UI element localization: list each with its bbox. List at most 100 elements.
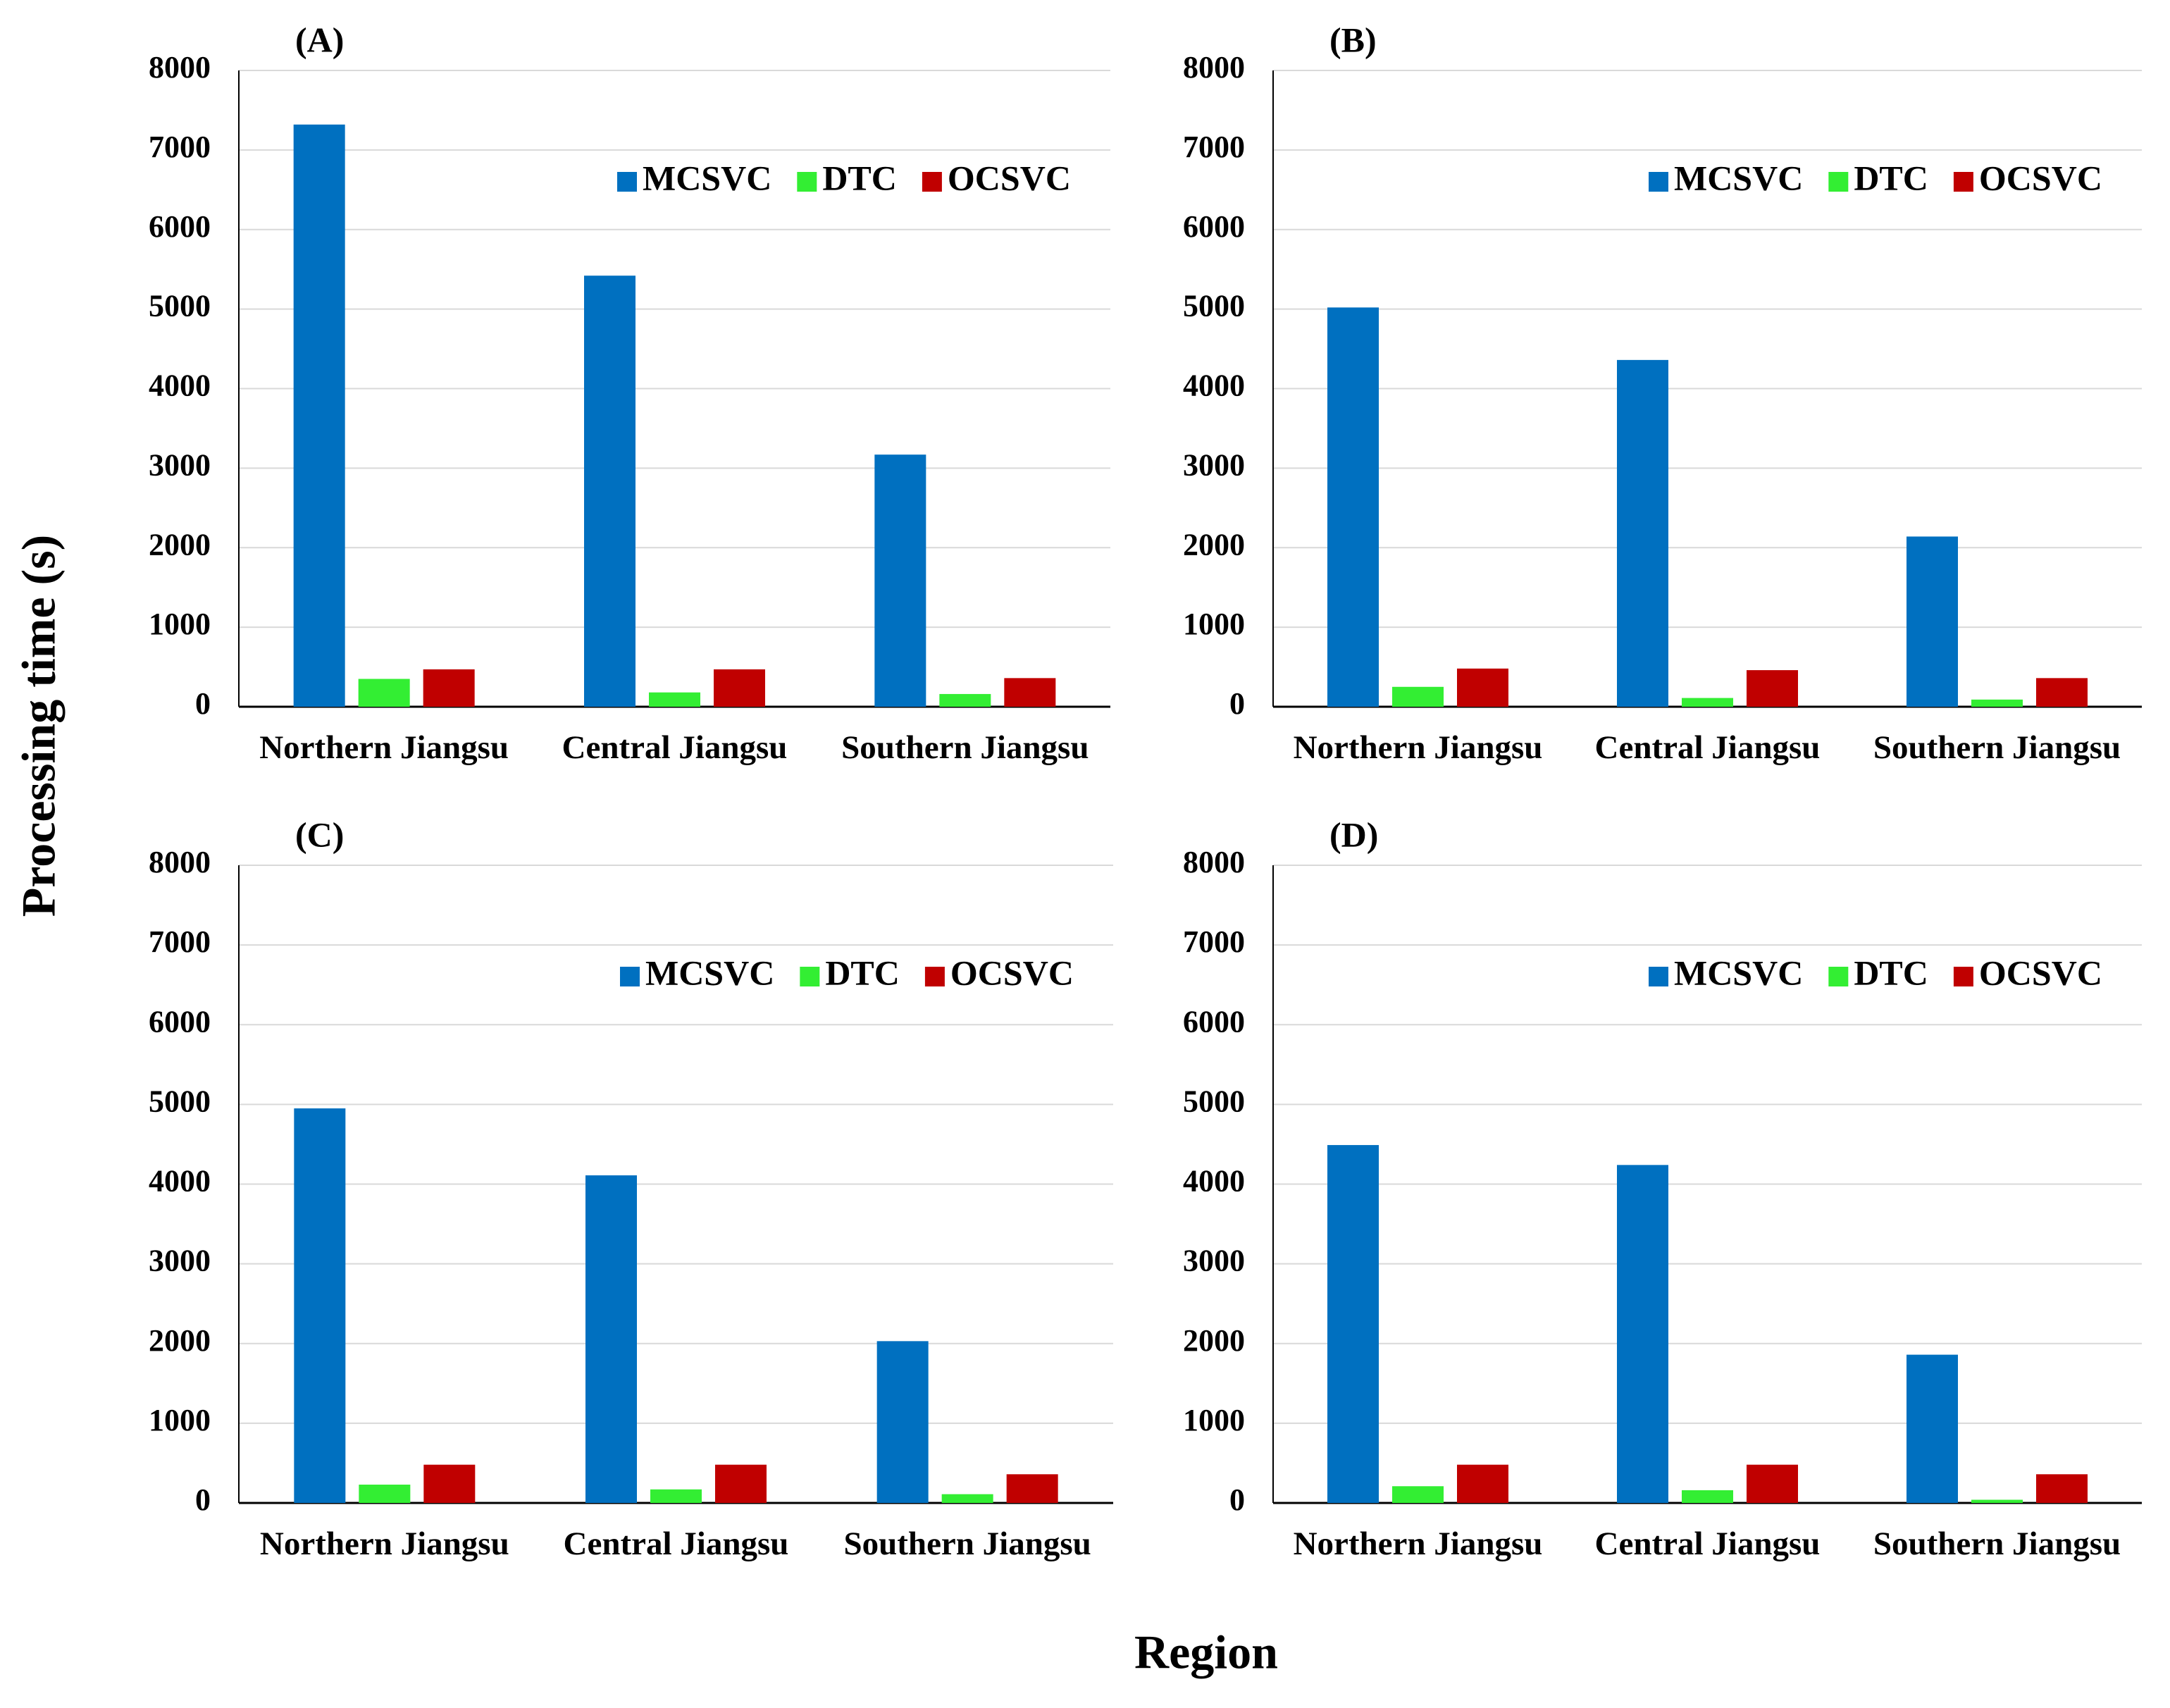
x-tick-label: Northern Jiangsu <box>1294 729 1543 766</box>
x-tick-label: Northern Jiangsu <box>260 1526 509 1562</box>
panel-title: (C) <box>295 815 344 854</box>
x-tick-label: Northern Jiangsu <box>1294 1526 1543 1562</box>
bar <box>1457 1464 1508 1503</box>
legend-swatch <box>1649 172 1668 192</box>
x-tick-label: Central Jiangsu <box>564 1526 789 1562</box>
y-tick-label: 6000 <box>1183 209 1245 244</box>
y-tick-label: 4000 <box>1183 369 1245 403</box>
x-tick-label: Southern Jiangsu <box>844 1526 1091 1562</box>
legend-swatch <box>1953 172 1973 192</box>
y-tick-label: 0 <box>195 1483 211 1517</box>
y-tick-label: 6000 <box>1183 1004 1245 1039</box>
bar <box>358 679 410 707</box>
panel-title: (A) <box>295 20 344 59</box>
legend-label: OCSVC <box>950 953 1074 992</box>
bar <box>294 1108 346 1503</box>
bar <box>1006 1474 1058 1503</box>
bar <box>1617 359 1668 707</box>
legend-label: MCSVC <box>1674 158 1803 197</box>
legend-swatch <box>620 967 640 986</box>
legend-label: MCSVC <box>645 953 774 992</box>
bar <box>1327 307 1379 707</box>
y-tick-label: 7000 <box>149 924 211 959</box>
y-tick-label: 3000 <box>149 447 211 482</box>
y-tick-label: 0 <box>1229 1483 1245 1517</box>
legend-swatch <box>924 967 945 986</box>
legend-label: MCSVC <box>643 158 771 197</box>
y-tick-label: 2000 <box>149 1323 211 1358</box>
x-tick-label: Southern Jiangsu <box>1873 729 2121 766</box>
y-tick-label: 6000 <box>149 1004 211 1039</box>
y-tick-label: 6000 <box>149 209 211 244</box>
legend-label: DTC <box>1854 158 1928 197</box>
bar <box>2036 678 2088 707</box>
legend-label: DTC <box>825 953 900 992</box>
y-tick-label: 8000 <box>1183 845 1245 879</box>
bar <box>876 1341 929 1503</box>
y-tick-label: 2000 <box>1183 1323 1245 1358</box>
panel-title: (B) <box>1329 20 1377 59</box>
bar <box>649 692 700 707</box>
y-tick-label: 7000 <box>149 130 211 164</box>
y-tick-label: 0 <box>195 686 211 721</box>
bar <box>1906 536 1958 707</box>
panel-title: (D) <box>1329 815 1378 854</box>
bar <box>2036 1474 2088 1503</box>
y-tick-label: 7000 <box>1183 924 1245 959</box>
bar <box>1906 1354 1958 1503</box>
bar <box>650 1489 702 1503</box>
y-tick-label: 1000 <box>149 1403 211 1437</box>
bar <box>1457 668 1508 707</box>
bar <box>584 276 636 707</box>
bar <box>423 669 475 707</box>
legend-swatch <box>1649 967 1668 986</box>
y-tick-label: 3000 <box>149 1244 211 1278</box>
legend-label: MCSVC <box>1674 953 1803 992</box>
y-tick-label: 1000 <box>1183 607 1245 641</box>
bar <box>1617 1165 1668 1503</box>
bar <box>874 454 926 707</box>
y-tick-label: 3000 <box>1183 1244 1245 1278</box>
legend-swatch <box>922 172 942 192</box>
y-tick-label: 2000 <box>149 527 211 562</box>
y-tick-label: 1000 <box>149 607 211 641</box>
y-tick-label: 8000 <box>1183 50 1245 85</box>
y-tick-label: 8000 <box>149 845 211 879</box>
bar <box>1392 1486 1444 1503</box>
x-tick-label: Northern Jiangsu <box>259 729 509 766</box>
bar <box>423 1464 476 1503</box>
y-tick-label: 4000 <box>1183 1164 1245 1199</box>
bar <box>1682 698 1733 707</box>
legend-label: OCSVC <box>1979 953 2102 992</box>
legend-label: OCSVC <box>1979 158 2102 197</box>
bar <box>1971 699 2023 707</box>
legend-swatch <box>1953 967 1973 986</box>
bar <box>941 1494 993 1503</box>
bar <box>1004 678 1056 707</box>
legend-swatch <box>797 172 817 192</box>
x-tick-label: Southern Jiangsu <box>1873 1526 2121 1562</box>
bar <box>585 1175 637 1503</box>
y-tick-label: 2000 <box>1183 527 1245 562</box>
y-axis-label: Processing time (s) <box>12 535 66 917</box>
x-tick-label: Southern Jiangsu <box>841 729 1089 766</box>
bar <box>715 1464 767 1503</box>
y-tick-label: 1000 <box>1183 1403 1245 1437</box>
legend-swatch <box>800 967 820 986</box>
x-axis-label: Region <box>1134 1626 1278 1679</box>
legend-swatch <box>1828 172 1849 192</box>
y-tick-label: 3000 <box>1183 447 1245 482</box>
bar <box>1327 1145 1379 1503</box>
bar <box>293 124 345 707</box>
bar <box>1747 670 1798 707</box>
y-tick-label: 5000 <box>1183 289 1245 323</box>
legend-label: DTC <box>1854 953 1928 992</box>
bar <box>1392 686 1444 707</box>
x-tick-label: Central Jiangsu <box>1595 729 1821 766</box>
legend-label: DTC <box>822 158 897 197</box>
y-tick-label: 4000 <box>149 1164 211 1199</box>
legend-label: OCSVC <box>948 158 1071 197</box>
bar <box>1682 1490 1733 1503</box>
legend-swatch <box>617 172 637 192</box>
